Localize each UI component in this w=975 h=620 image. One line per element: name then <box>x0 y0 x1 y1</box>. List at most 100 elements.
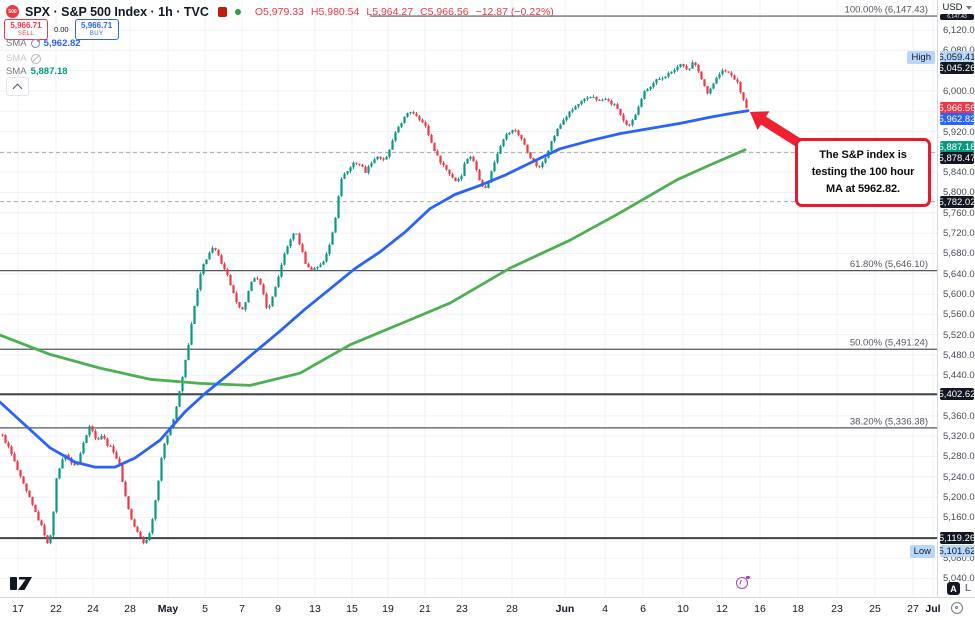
candle-body <box>466 158 469 164</box>
time-axis[interactable]: 17 22 24 28 May 5 7 9 13 15 19 21 23 28 Jun 4 6 10 12 16 18 2… <box>0 597 975 620</box>
candle-body <box>205 259 208 265</box>
indicator-status-icon[interactable] <box>30 39 40 48</box>
symbol-title[interactable]: SPX · S&P 500 Index · 1h · TVC <box>25 4 209 19</box>
log-scale-button[interactable]: L <box>965 583 972 594</box>
price-axis[interactable]: USD 6,120.00 6,080.00 6,000.00 5,920.00 5,84… <box>937 0 975 597</box>
candle-body <box>730 72 733 76</box>
spread-value: 0.00 <box>54 25 69 34</box>
auto-scale-button[interactable]: A <box>947 582 960 595</box>
candle-body <box>331 232 334 245</box>
tradingview-logo[interactable] <box>10 575 36 597</box>
candle-body <box>355 162 358 164</box>
indicator-row-sma100[interactable]: SMA 5,962.82 <box>6 38 81 49</box>
candle-body <box>484 186 487 189</box>
candle-body <box>118 458 121 466</box>
candle-body <box>658 78 661 80</box>
candle-body <box>715 77 718 84</box>
candle-body <box>610 100 613 105</box>
candle-body <box>661 78 664 80</box>
candle-body <box>259 278 262 285</box>
candle-body <box>568 111 571 117</box>
symbol-legend[interactable]: 500 SPX · S&P 500 Index · 1h · TVC O5,97… <box>6 4 554 19</box>
candle-body <box>73 463 76 466</box>
candle-body <box>229 274 232 286</box>
candle-body <box>502 139 505 147</box>
candle-body <box>124 481 127 497</box>
candle-body <box>379 156 382 159</box>
candle-body <box>433 142 436 152</box>
candle-body <box>160 458 163 481</box>
axis-settings-gear-icon[interactable] <box>951 602 963 614</box>
indicator-row-sma200[interactable]: SMA 5,887.18 <box>6 66 68 77</box>
candle-body <box>445 165 448 170</box>
price-badge: 5,402.62 <box>940 388 974 400</box>
replay-marker-icon[interactable] <box>736 575 750 589</box>
sell-button[interactable]: 5,966.71 SELL <box>4 19 48 40</box>
price-tick-label: 5,160.00 <box>943 512 975 524</box>
buy-button[interactable]: 5,966.71 BUY <box>74 19 119 40</box>
fib-level-label: 50.00% (5,491.24) <box>850 338 928 349</box>
candle-body <box>127 496 130 510</box>
time-tick-label: 25 <box>869 603 881 615</box>
price-tick-label: 5,560.00 <box>943 309 975 321</box>
candle-body <box>655 79 658 84</box>
indicator-name: SMA <box>6 53 27 64</box>
candle-body <box>514 130 517 132</box>
candle-body <box>340 178 343 197</box>
indicator-value: 5,962.82 <box>43 38 81 49</box>
candle-body <box>163 443 166 459</box>
candle-body <box>142 537 145 544</box>
candle-body <box>232 285 235 294</box>
eye-off-icon[interactable] <box>30 53 41 64</box>
sell-price: 5,966.71 <box>10 20 42 30</box>
candle-body <box>409 112 412 114</box>
sma200-line[interactable] <box>0 148 747 387</box>
candle-body <box>430 134 433 143</box>
market-status-icon <box>217 6 227 17</box>
candle-body <box>688 68 691 70</box>
candle-body <box>721 70 724 75</box>
candle-body <box>349 167 352 172</box>
time-tick-label: 28 <box>124 603 136 615</box>
candle-body <box>652 83 655 87</box>
low-tag: Low <box>909 545 935 558</box>
price-tick-label: 5,640.00 <box>943 268 975 280</box>
candle-body <box>499 146 502 154</box>
price-badge: 5,119.26 <box>940 532 974 544</box>
candle-body <box>361 164 364 167</box>
candle-body <box>130 509 133 520</box>
candle-body <box>589 97 592 99</box>
candle-body <box>694 62 697 66</box>
candle-body <box>187 344 190 360</box>
candle-body <box>397 126 400 133</box>
candle-body <box>13 453 16 462</box>
currency-selector[interactable]: USD <box>938 2 975 13</box>
price-tick-label: 5,240.00 <box>943 471 975 483</box>
annotation-callout[interactable]: The S&P index is testing the 100 hour MA… <box>795 138 931 208</box>
candle-body <box>571 109 574 112</box>
candle-body <box>406 112 409 117</box>
time-tick-label: Jul <box>925 603 941 615</box>
candle-body <box>85 435 88 444</box>
time-tick-label: 5 <box>202 603 208 615</box>
candle-body <box>190 323 193 345</box>
candle-body <box>370 163 373 167</box>
time-tick-label: 22 <box>50 603 62 615</box>
candle-body <box>532 158 535 161</box>
indicator-row-sma-hidden[interactable]: SMA <box>6 53 41 64</box>
candle-body <box>199 273 202 290</box>
chart-pane[interactable]: 100.00% (6,147.43) 61.80% (5,646.10) 50.00… <box>0 0 937 597</box>
chart-canvas[interactable]: 100.00% (6,147.43) 61.80% (5,646.10) 50.00… <box>0 0 937 597</box>
price-tick-label: 5,040.00 <box>943 573 975 585</box>
sma100-line[interactable] <box>0 109 750 469</box>
candle-body <box>343 173 346 179</box>
candle-body <box>256 278 259 280</box>
candle-body <box>478 169 481 181</box>
ohlc-open: O5,979.33 <box>254 5 304 18</box>
buy-price: 5,966.71 <box>81 20 113 30</box>
collapse-legend-button[interactable] <box>6 77 29 96</box>
candle-body <box>52 511 55 536</box>
chevron-down-icon <box>965 5 972 10</box>
candle-body <box>697 65 700 72</box>
candle-body <box>274 286 277 297</box>
